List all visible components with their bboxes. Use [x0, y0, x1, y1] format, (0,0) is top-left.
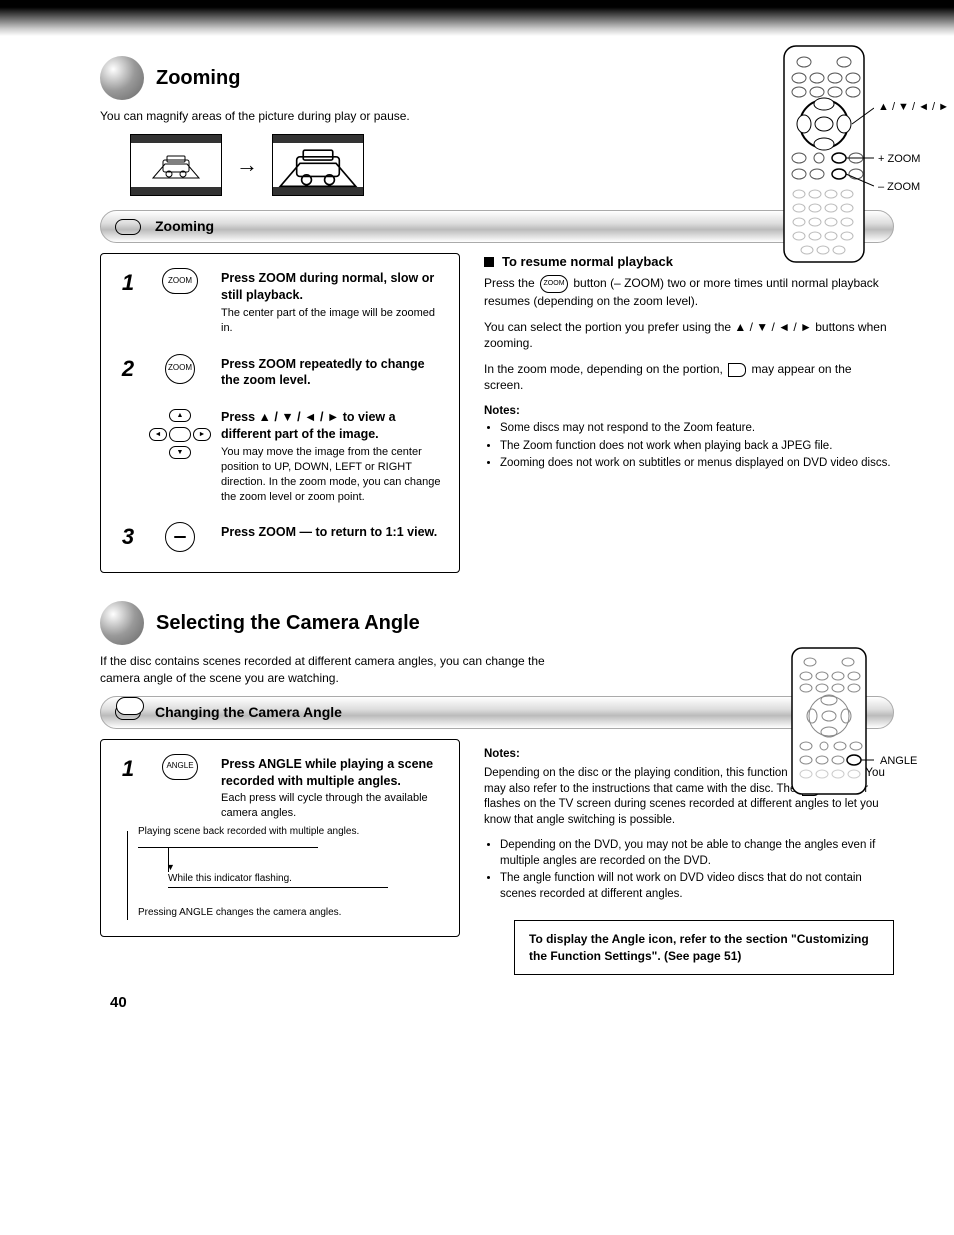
angle-button-icon: ANGLE: [162, 754, 198, 780]
bar-angle: Changing the Camera Angle: [100, 696, 894, 729]
step-note: The center part of the image will be zoo…: [221, 306, 443, 336]
remote-illustration-zoom: ▲ / ▼ / ◄ / ► + ZOOM – ZOOM: [774, 44, 874, 264]
section-intro-angle: If the disc contains scenes recorded at …: [100, 653, 560, 685]
tag-icon: [728, 363, 746, 377]
section-title-angle: Selecting the Camera Angle: [156, 610, 420, 637]
step-title: Press ZOOM during normal, slow or still …: [221, 270, 443, 304]
angle-diagram: Playing scene back recorded with multipl…: [127, 831, 443, 920]
step-title: Press ZOOM repeatedly to change the zoom…: [221, 356, 443, 390]
angle-notes-list: Depending on the DVD, you may not be abl…: [500, 838, 894, 902]
zoom-minus-icon: [165, 522, 195, 552]
step-num: 2: [117, 354, 139, 384]
diag-label-top: Playing scene back recorded with multipl…: [138, 825, 443, 839]
remote-label-zoom-plus: + ZOOM: [878, 152, 920, 167]
resume-para-2: You can select the portion you prefer us…: [484, 319, 894, 351]
refer-box: To display the Angle icon, refer to the …: [514, 920, 894, 974]
resume-para-1: Press the ZOOM button (– ZOOM) two or mo…: [484, 275, 894, 309]
dpad-icon: ▲▼◄►: [153, 407, 207, 461]
page-content: ▲ / ▼ / ◄ / ► + ZOOM – ZOOM Zooming You …: [0, 36, 954, 1043]
step-note: You may move the image from the center p…: [221, 445, 443, 504]
bar-label-zoom: Zooming: [155, 217, 214, 236]
angle-steps-box: 1 ANGLE Press ANGLE while playing a scen…: [100, 739, 460, 937]
step-num: 1: [117, 754, 139, 784]
page-header-gradient: [0, 0, 954, 36]
step-title: Press ▲ / ▼ / ◄ / ► to view a different …: [221, 409, 443, 443]
arrow-icon: →: [236, 150, 258, 180]
section-title-zoom: Zooming: [156, 65, 240, 92]
diag-label-bot: Pressing ANGLE changes the camera angles…: [138, 906, 443, 920]
section-bullet-sphere: [100, 601, 144, 645]
pill-disc-icon: [115, 219, 141, 235]
square-bullet-icon: [484, 257, 494, 267]
section-bullet-sphere: [100, 56, 144, 100]
page-number: 40: [110, 993, 894, 1013]
remote-label-arrows: ▲ / ▼ / ◄ / ►: [878, 100, 949, 115]
step-title: Press ANGLE while playing a scene record…: [221, 756, 443, 790]
remote-illustration-angle: ANGLE: [784, 646, 874, 796]
zoom-steps-box: 1 ZOOM Press ZOOM during normal, slow or…: [100, 253, 460, 573]
list-item: Depending on the DVD, you may not be abl…: [500, 838, 894, 869]
remote-label-angle: ANGLE: [880, 754, 917, 769]
zoom-round-icon: ZOOM: [165, 354, 195, 384]
section-intro-zoom: You can magnify areas of the picture dur…: [100, 108, 560, 124]
pill-disc-stack-icon: [115, 704, 141, 720]
bar-label-angle: Changing the Camera Angle: [155, 703, 342, 722]
notes-title: Notes:: [484, 404, 894, 420]
zoom-notes-list: Some discs may not respond to the Zoom f…: [500, 421, 894, 472]
list-item: The angle function will not work on DVD …: [500, 871, 894, 902]
resume-heading: To resume normal playback: [502, 253, 673, 271]
resume-para-3: In the zoom mode, depending on the porti…: [484, 361, 894, 393]
remote-label-zoom-minus: – ZOOM: [878, 180, 920, 195]
zoom-button-icon: ZOOM: [162, 268, 198, 294]
step-num: 1: [117, 268, 139, 298]
zoom-oval-inline-icon: ZOOM: [540, 275, 568, 293]
list-item: Zooming does not work on subtitles or me…: [500, 456, 894, 472]
step-title: Press ZOOM — to return to 1:1 view.: [221, 524, 443, 541]
thumb-after: [272, 134, 364, 196]
diag-label-mid: While this indicator flashing.: [168, 872, 443, 886]
thumb-before: [130, 134, 222, 196]
list-item: Some discs may not respond to the Zoom f…: [500, 421, 894, 437]
list-item: The Zoom function does not work when pla…: [500, 439, 894, 455]
step-num: 3: [117, 522, 139, 552]
zoom-side-column: To resume normal playback Press the ZOOM…: [484, 253, 894, 474]
step-note: Each press will cycle through the availa…: [221, 791, 443, 821]
